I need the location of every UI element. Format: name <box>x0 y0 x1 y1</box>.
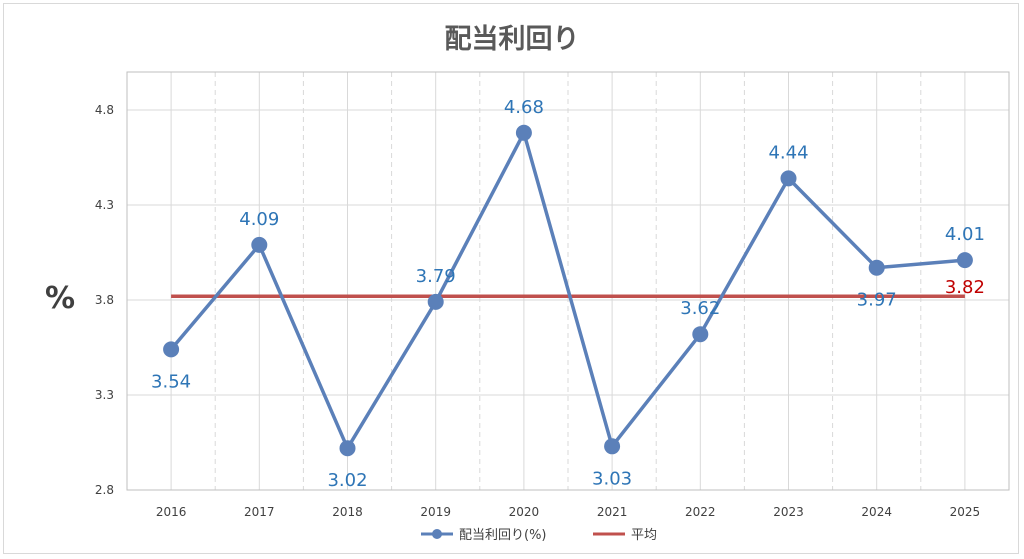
data-point <box>868 259 885 276</box>
chart-title: 配当利回り <box>445 24 580 55</box>
data-label: 3.54 <box>151 371 191 392</box>
series-line <box>169 131 966 450</box>
data-label: 4.01 <box>945 224 985 245</box>
x-tick-label: 2023 <box>773 505 804 519</box>
x-tick-label: 2024 <box>861 505 892 519</box>
data-point <box>427 293 444 310</box>
data-label: 3.03 <box>592 468 632 489</box>
x-tick-label: 2021 <box>597 505 628 519</box>
data-label: 3.97 <box>857 290 897 311</box>
y-tick-labels: 2.8 3.3 3.8 4.3 4.8 <box>95 103 114 497</box>
plot-border <box>126 71 1010 491</box>
data-point <box>604 438 621 455</box>
x-tick-label: 2019 <box>420 505 451 519</box>
data-point <box>780 170 797 187</box>
data-point <box>339 440 356 457</box>
average-label: 3.82 <box>945 277 985 298</box>
x-tick-label: 2022 <box>685 505 716 519</box>
y-tick-label: 2.8 <box>95 483 114 497</box>
legend-marker <box>432 529 442 539</box>
data-label: 4.09 <box>239 209 279 230</box>
grid-lines <box>127 72 1009 491</box>
data-point <box>515 124 532 141</box>
data-point <box>251 236 268 253</box>
legend-entry-average: 平均 <box>631 528 657 543</box>
x-tick-label: 2025 <box>950 505 981 519</box>
legend-entry-dividend-yield: 配当利回り(%) <box>459 528 547 543</box>
data-label: 3.62 <box>680 298 720 319</box>
x-tick-labels: 2016 2017 2018 2019 2020 2021 2022 2023 2024 2025 <box>156 505 980 519</box>
x-tick-label: 2018 <box>332 505 363 519</box>
legend: 配当利回り(%) 平均 <box>421 528 657 543</box>
series-layer <box>163 124 973 457</box>
plot-area <box>126 71 1010 491</box>
data-point <box>163 341 180 358</box>
x-tick-label: 2016 <box>156 505 187 519</box>
x-tick-label: 2017 <box>244 505 275 519</box>
y-tick-label: 4.8 <box>95 103 114 117</box>
y-tick-label: 4.3 <box>95 198 114 212</box>
data-label: 3.02 <box>327 470 367 491</box>
data-label: 3.79 <box>416 266 456 287</box>
chart-frame <box>3 3 1019 554</box>
y-axis-label: % <box>45 281 75 316</box>
data-label: 4.44 <box>768 142 808 163</box>
x-tick-label: 2020 <box>509 505 540 519</box>
data-label: 4.68 <box>504 97 544 118</box>
data-point <box>956 252 973 269</box>
data-point <box>692 326 709 343</box>
data-labels: 3.54 4.09 3.02 3.79 4.68 3.03 3.62 4.44 3.97 4.01… <box>151 97 985 491</box>
y-tick-label: 3.3 <box>95 388 114 402</box>
y-tick-label: 3.8 <box>95 293 114 307</box>
